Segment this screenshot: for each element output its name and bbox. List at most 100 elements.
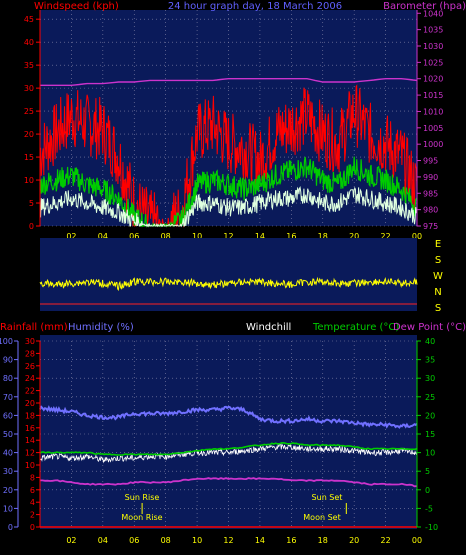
temp-ytick-7: 25 xyxy=(425,393,435,402)
wind-axes: 0510152025303540459759809859909951000100… xyxy=(24,9,444,241)
temp-xtick-1: 04 xyxy=(98,536,108,545)
wind-ytick-5: 25 xyxy=(24,107,34,116)
wind-xtick-10: 22 xyxy=(380,232,390,241)
wind-direction-line xyxy=(39,276,418,291)
wind-min-line xyxy=(39,186,418,228)
baro-ytick-2: 985 xyxy=(423,189,438,198)
humidity-ytick-3: 30 xyxy=(3,467,13,476)
temp-xtick-7: 16 xyxy=(286,536,296,545)
temp-ytick-8: 30 xyxy=(425,374,435,383)
rain-ytick-10: 20 xyxy=(25,399,35,408)
compass-label-4: S xyxy=(435,303,441,314)
temperature-line xyxy=(39,441,418,456)
compass-label-1: S xyxy=(435,255,441,266)
compass-label-2: W xyxy=(433,271,443,282)
wind-xtick-7: 16 xyxy=(286,232,296,241)
wind-ytick-9: 45 xyxy=(24,15,34,24)
temp-ytick-5: 15 xyxy=(425,430,435,439)
rain-ytick-0: 0 xyxy=(30,523,35,532)
rain-ytick-14: 28 xyxy=(25,349,35,358)
dewpoint-label: Dew Point (°C) xyxy=(393,322,466,333)
temp-series xyxy=(39,405,418,528)
humidity-ytick-6: 60 xyxy=(3,411,13,420)
temp-ytick-1: -5 xyxy=(425,504,433,513)
sun-rise-label: Sun Rise xyxy=(125,493,160,502)
baro-ytick-11: 1030 xyxy=(423,42,443,51)
humidity-ytick-1: 10 xyxy=(3,504,13,513)
compass-label-3: N xyxy=(434,287,441,298)
rain-ytick-1: 2 xyxy=(30,511,35,520)
moon-rise-label: Moon Rise xyxy=(121,513,162,522)
baro-ytick-1: 980 xyxy=(423,206,438,215)
rain-ytick-9: 18 xyxy=(25,411,35,420)
temp-ytick-4: 10 xyxy=(425,449,435,458)
wind-xtick-9: 20 xyxy=(349,232,359,241)
dewpoint-line xyxy=(40,477,418,488)
windchill-label: Windchill xyxy=(246,322,291,333)
baro-ytick-9: 1020 xyxy=(423,75,443,84)
rain-ytick-3: 6 xyxy=(30,486,35,495)
temperature-label: Temperature (°C) xyxy=(312,322,399,333)
humidity-ytick-10: 100 xyxy=(0,337,13,346)
temp-plot-area xyxy=(40,335,417,529)
temp-xtick-3: 08 xyxy=(161,536,171,545)
humidity-label: Humidity (%) xyxy=(68,322,134,333)
humidity-ytick-4: 40 xyxy=(3,449,13,458)
rain-ytick-13: 26 xyxy=(25,362,35,371)
temp-ytick-6: 20 xyxy=(425,411,435,420)
temp-xtick-9: 20 xyxy=(349,536,359,545)
rain-ytick-11: 22 xyxy=(25,387,35,396)
wind-xtick-5: 12 xyxy=(223,232,233,241)
barometer-label: Barometer (hpa) xyxy=(383,1,466,12)
wind-xtick-4: 10 xyxy=(192,232,202,241)
wind-ytick-1: 5 xyxy=(29,199,34,208)
wind-max-line xyxy=(39,84,418,228)
wind-avg-line xyxy=(39,156,418,228)
moon-set-label: Moon Set xyxy=(303,513,340,522)
wind-series xyxy=(39,78,418,228)
wind-xtick-11: 00 xyxy=(412,232,422,241)
rain-ytick-8: 16 xyxy=(25,424,35,433)
rain-ytick-2: 4 xyxy=(30,498,35,507)
wind-ytick-6: 30 xyxy=(24,84,34,93)
baro-ytick-0: 975 xyxy=(423,222,438,231)
wind-ytick-4: 20 xyxy=(24,130,34,139)
wind-ytick-0: 0 xyxy=(29,222,34,231)
wind-xtick-3: 08 xyxy=(161,232,171,241)
humidity-ytick-9: 90 xyxy=(3,356,13,365)
wind-xtick-8: 18 xyxy=(318,232,328,241)
temp-ytick-9: 35 xyxy=(425,356,435,365)
temp-xtick-11: 00 xyxy=(412,536,422,545)
temp-xtick-0: 02 xyxy=(66,536,76,545)
windchill-line xyxy=(39,443,418,464)
humidity-ytick-2: 20 xyxy=(3,486,13,495)
baro-ytick-12: 1035 xyxy=(423,26,443,35)
temp-xtick-2: 06 xyxy=(129,536,139,545)
temp-axes: 0102030405060708090100024681012141618202… xyxy=(0,337,438,545)
temp-xtick-6: 14 xyxy=(255,536,265,545)
temp-ytick-10: 40 xyxy=(425,337,435,346)
sun-set-label: Sun Set xyxy=(312,493,343,502)
baro-ytick-10: 1025 xyxy=(423,58,443,67)
temp-ytick-2: 0 xyxy=(425,486,430,495)
rain-ytick-15: 30 xyxy=(25,337,35,346)
baro-ytick-4: 995 xyxy=(423,157,438,166)
rain-ytick-12: 24 xyxy=(25,374,35,383)
baro-ytick-6: 1005 xyxy=(423,124,443,133)
direction-series xyxy=(39,276,418,305)
baro-ytick-8: 1015 xyxy=(423,91,443,100)
rainfall-label: Rainfall (mm) xyxy=(0,322,68,333)
humidity-ytick-5: 50 xyxy=(3,430,13,439)
baro-ytick-13: 1040 xyxy=(423,9,443,18)
compass-label-0: E xyxy=(435,239,441,250)
temp-xtick-5: 12 xyxy=(223,536,233,545)
humidity-ytick-8: 80 xyxy=(3,374,13,383)
baro-ytick-3: 990 xyxy=(423,173,438,182)
wind-xtick-6: 14 xyxy=(255,232,265,241)
rain-ytick-4: 8 xyxy=(30,473,35,482)
barometer-line xyxy=(40,78,418,86)
wind-xtick-2: 06 xyxy=(129,232,139,241)
